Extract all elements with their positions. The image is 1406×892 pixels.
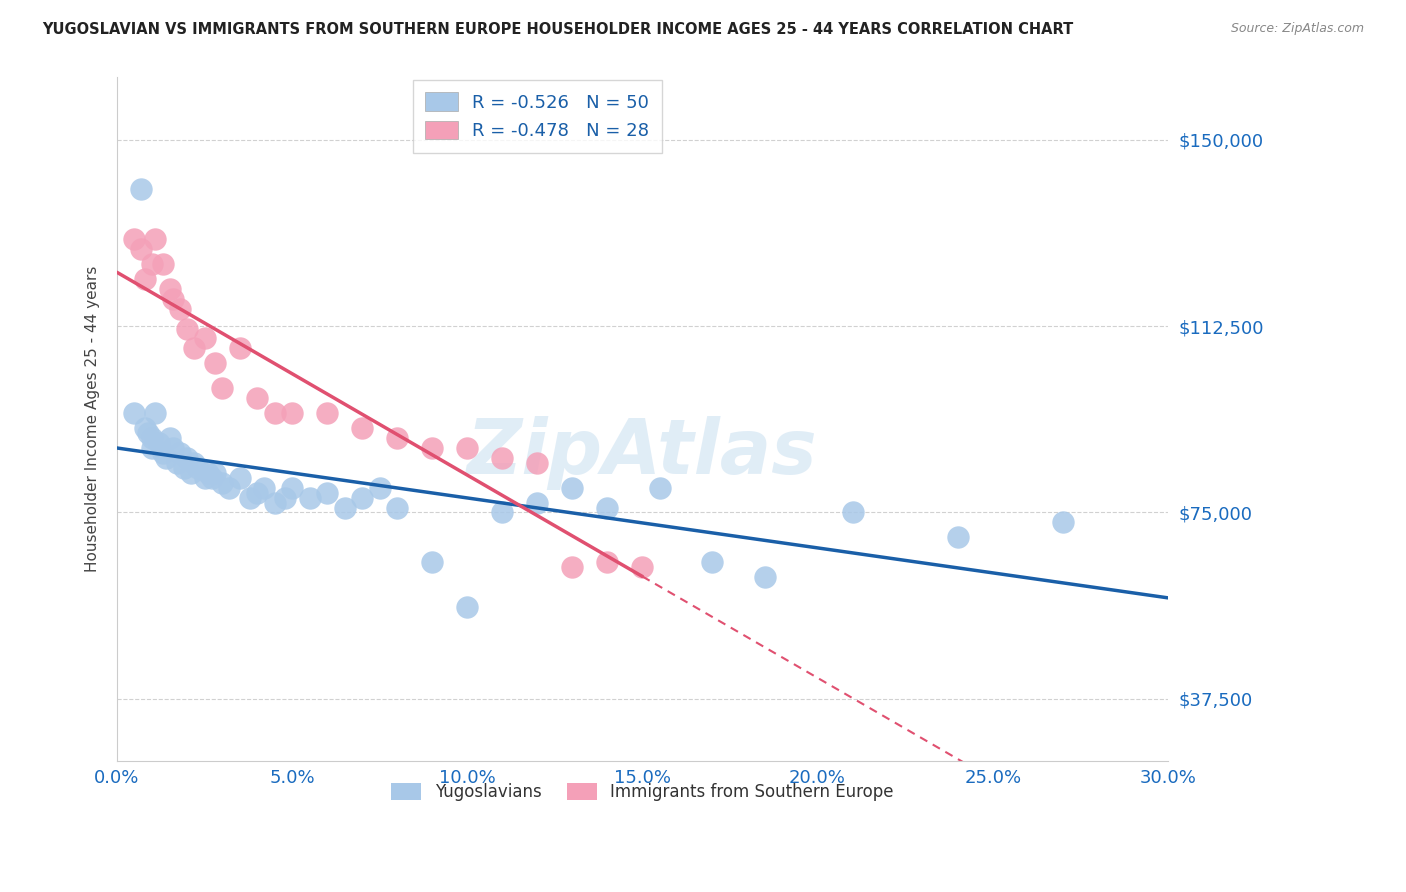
Point — [491, 450, 513, 465]
Point — [702, 555, 724, 569]
Point — [145, 232, 167, 246]
Text: YUGOSLAVIAN VS IMMIGRANTS FROM SOUTHERN EUROPE HOUSEHOLDER INCOME AGES 25 - 44 Y: YUGOSLAVIAN VS IMMIGRANTS FROM SOUTHERN … — [42, 22, 1073, 37]
Point — [387, 431, 409, 445]
Point — [526, 456, 548, 470]
Point — [152, 446, 174, 460]
Point — [387, 500, 409, 515]
Point — [159, 431, 181, 445]
Point — [176, 321, 198, 335]
Point — [159, 282, 181, 296]
Point — [169, 301, 191, 316]
Point — [333, 500, 356, 515]
Point — [228, 471, 250, 485]
Point — [841, 506, 863, 520]
Point — [648, 481, 671, 495]
Point — [166, 456, 188, 470]
Point — [263, 495, 285, 509]
Point — [186, 460, 208, 475]
Point — [155, 450, 177, 465]
Point — [152, 257, 174, 271]
Point — [162, 292, 184, 306]
Point — [134, 421, 156, 435]
Point — [561, 560, 583, 574]
Point — [141, 257, 163, 271]
Point — [193, 331, 215, 345]
Point — [281, 406, 304, 420]
Point — [316, 406, 339, 420]
Point — [274, 491, 297, 505]
Text: Source: ZipAtlas.com: Source: ZipAtlas.com — [1230, 22, 1364, 36]
Point — [253, 481, 276, 495]
Point — [183, 456, 205, 470]
Point — [281, 481, 304, 495]
Point — [169, 446, 191, 460]
Point — [145, 406, 167, 420]
Point — [316, 485, 339, 500]
Point — [218, 481, 240, 495]
Text: ZipAtlas: ZipAtlas — [467, 417, 818, 491]
Point — [141, 441, 163, 455]
Point — [138, 425, 160, 440]
Point — [420, 555, 443, 569]
Point — [211, 475, 233, 490]
Point — [561, 481, 583, 495]
Point — [148, 435, 170, 450]
Point — [368, 481, 391, 495]
Point — [134, 272, 156, 286]
Point — [352, 421, 374, 435]
Point — [228, 342, 250, 356]
Point — [263, 406, 285, 420]
Point — [200, 471, 222, 485]
Point — [298, 491, 321, 505]
Y-axis label: Householder Income Ages 25 - 44 years: Householder Income Ages 25 - 44 years — [86, 266, 100, 573]
Point — [631, 560, 654, 574]
Point — [246, 391, 269, 405]
Point — [946, 530, 969, 544]
Point — [124, 232, 146, 246]
Point — [420, 441, 443, 455]
Point — [754, 570, 776, 584]
Legend: Yugoslavians, Immigrants from Southern Europe: Yugoslavians, Immigrants from Southern E… — [378, 770, 907, 814]
Point — [176, 450, 198, 465]
Point — [456, 441, 478, 455]
Point — [491, 506, 513, 520]
Point — [204, 356, 226, 370]
Point — [180, 466, 202, 480]
Point — [211, 381, 233, 395]
Point — [596, 555, 619, 569]
Point — [596, 500, 619, 515]
Point — [131, 182, 153, 196]
Point — [141, 431, 163, 445]
Point — [239, 491, 262, 505]
Point — [352, 491, 374, 505]
Point — [204, 466, 226, 480]
Point — [193, 471, 215, 485]
Point — [173, 460, 195, 475]
Point — [197, 466, 219, 480]
Point — [124, 406, 146, 420]
Point — [183, 342, 205, 356]
Point — [526, 495, 548, 509]
Point — [162, 441, 184, 455]
Point — [1052, 516, 1074, 530]
Point — [131, 242, 153, 256]
Point — [456, 599, 478, 614]
Point — [246, 485, 269, 500]
